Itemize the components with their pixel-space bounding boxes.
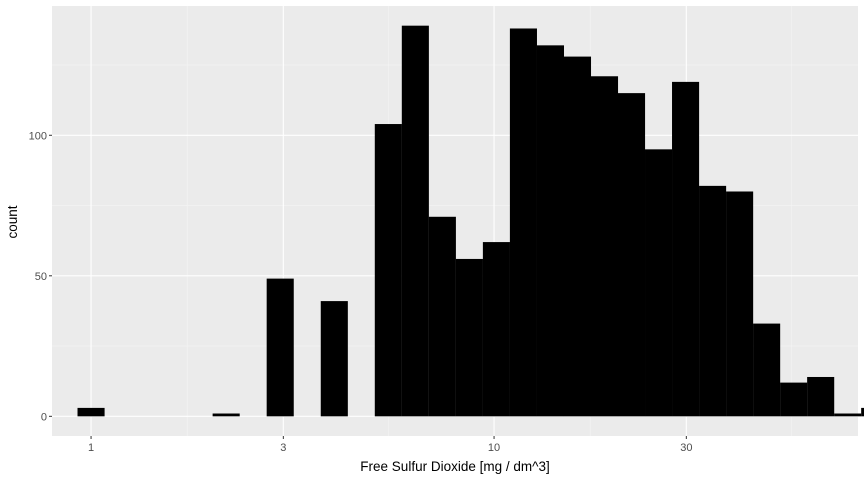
histogram-bar	[861, 407, 864, 417]
histogram-bar	[536, 45, 565, 417]
histogram-bar	[617, 93, 646, 417]
y-tick-label: 0	[41, 411, 47, 423]
histogram-bar	[699, 185, 727, 417]
histogram-bar	[672, 81, 700, 417]
histogram-bar	[509, 28, 537, 417]
axis-ticks	[49, 134, 687, 439]
histogram-bar	[726, 191, 754, 417]
y-axis-title: count	[5, 205, 20, 238]
histogram-bar	[753, 323, 781, 417]
histogram-bar	[563, 56, 592, 417]
histogram-bar	[645, 149, 673, 417]
x-tick-label: 1	[88, 442, 94, 454]
histogram-bar	[590, 76, 619, 417]
histogram-bar	[320, 301, 348, 417]
x-axis-title: Free Sulfur Dioxide [mg / dm^3]	[360, 459, 549, 474]
y-tick-label: 50	[35, 271, 47, 283]
histogram-bar	[834, 413, 862, 417]
x-tick-label: 10	[488, 442, 500, 454]
histogram-bars	[77, 25, 864, 417]
histogram-bar	[374, 124, 402, 417]
x-tick-label: 3	[280, 442, 286, 454]
histogram-bar	[212, 413, 240, 417]
histogram-bar	[401, 25, 429, 417]
x-tick-label: 30	[680, 442, 692, 454]
histogram-bar	[780, 382, 808, 417]
histogram-bar	[77, 407, 105, 417]
histogram-bar	[266, 278, 294, 417]
histogram-bar	[482, 242, 510, 417]
y-tick-label: 100	[29, 130, 47, 142]
tick-labels: 0 50 100 1 3 10 30	[29, 130, 693, 454]
histogram-bar	[807, 376, 835, 417]
histogram-bar	[455, 258, 483, 417]
histogram-bar	[428, 216, 456, 417]
